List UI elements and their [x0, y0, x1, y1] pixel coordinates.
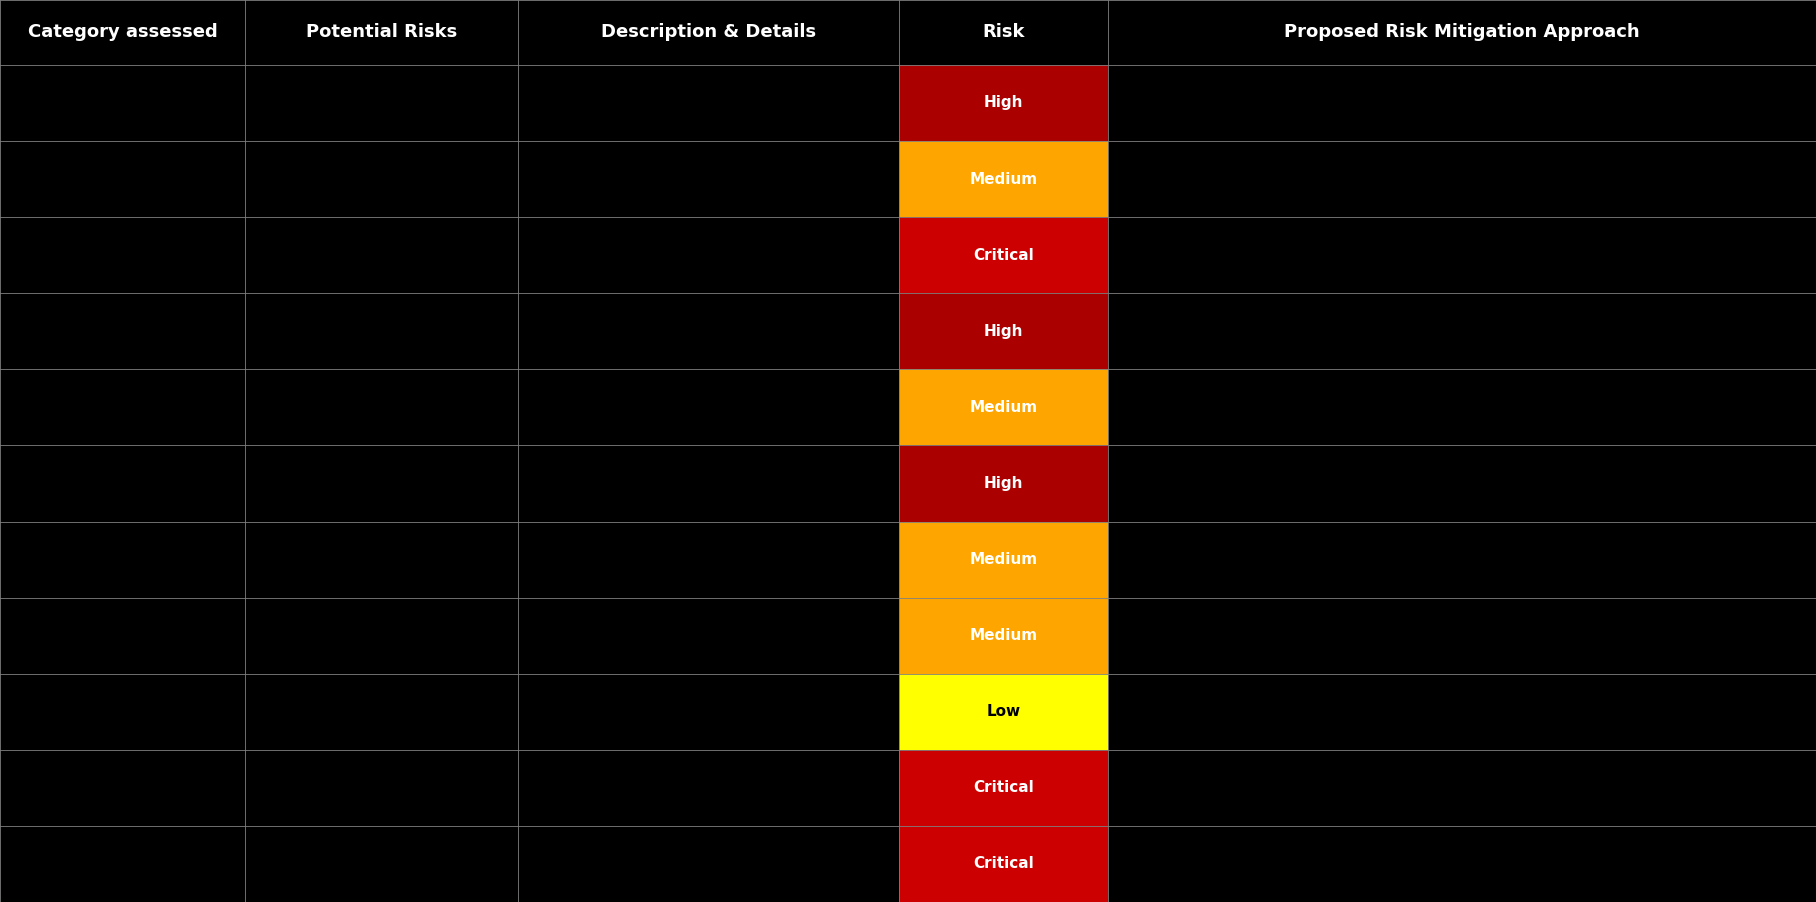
- Bar: [899, 141, 1108, 217]
- Bar: [899, 598, 1108, 674]
- Text: Category assessed: Category assessed: [27, 23, 218, 41]
- Text: Critical: Critical: [973, 857, 1033, 871]
- Text: Medium: Medium: [970, 552, 1037, 567]
- Text: Risk: Risk: [982, 23, 1024, 41]
- Text: Low: Low: [986, 704, 1021, 719]
- Text: High: High: [984, 476, 1022, 491]
- Text: Medium: Medium: [970, 400, 1037, 415]
- Text: Potential Risks: Potential Risks: [305, 23, 458, 41]
- Bar: [899, 750, 1108, 826]
- Text: Description & Details: Description & Details: [601, 23, 815, 41]
- Bar: [899, 826, 1108, 902]
- Text: Medium: Medium: [970, 171, 1037, 187]
- Text: Critical: Critical: [973, 248, 1033, 262]
- Text: Critical: Critical: [973, 780, 1033, 796]
- Text: High: High: [984, 96, 1022, 110]
- Bar: [899, 293, 1108, 369]
- Text: Proposed Risk Mitigation Approach: Proposed Risk Mitigation Approach: [1284, 23, 1640, 41]
- Text: High: High: [984, 324, 1022, 339]
- Bar: [899, 65, 1108, 141]
- Bar: [899, 674, 1108, 750]
- Text: Medium: Medium: [970, 628, 1037, 643]
- Bar: [899, 521, 1108, 598]
- Bar: [899, 369, 1108, 446]
- Bar: [899, 446, 1108, 521]
- Bar: [899, 217, 1108, 293]
